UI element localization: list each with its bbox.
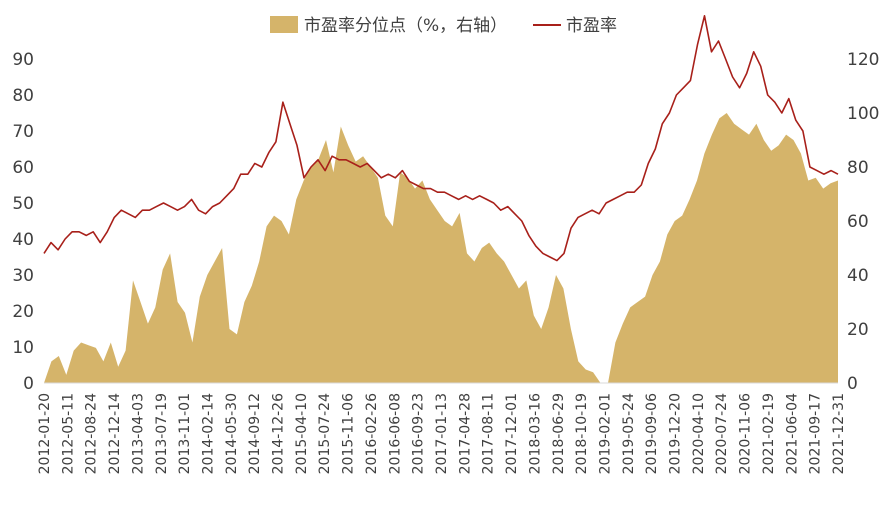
x-tick-label: 2021-09-17 [808,393,824,474]
x-tick-label: 2012-05-11 [60,393,76,474]
y-axis-right: 0 20 40 60 80 100 120 [847,50,879,394]
legend-area-swatch [270,16,298,33]
x-tick-label: 2014-12-26 [271,393,287,474]
y-left-tick-label: 0 [23,374,34,394]
y-left-tick-label: 40 [12,230,34,250]
y-right-tick-label: 40 [847,266,869,286]
x-tick-label: 2016-09-23 [411,393,427,474]
x-tick-label: 2015-04-10 [294,393,310,474]
x-tick-label: 2013-11-01 [177,393,193,474]
x-tick-label: 2017-04-28 [457,393,473,474]
y-axis-left: 0 10 20 30 40 50 60 70 80 90 [12,50,34,394]
pe-ratio-line [43,15,839,262]
x-axis: 2012-01-20 2012-05-11 2012-08-24 2012-12-14… [37,393,847,474]
y-right-tick-label: 0 [847,374,858,394]
y-right-tick-label: 60 [847,212,869,232]
legend-line-label: 市盈率 [566,16,617,36]
x-tick-label: 2019-02-01 [598,393,614,474]
x-tick-label: 2013-04-03 [130,393,146,474]
x-tick-label: 2020-11-06 [738,393,754,474]
x-tick-label: 2014-02-14 [201,393,217,474]
x-tick-label: 2019-05-24 [621,393,637,474]
x-tick-label: 2012-01-20 [37,393,53,474]
y-left-tick-label: 10 [12,338,34,358]
x-tick-label: 2012-08-24 [84,393,100,474]
y-left-tick-label: 70 [12,122,34,142]
x-tick-label: 2013-07-19 [154,393,170,474]
x-tick-label: 2020-07-24 [714,393,730,474]
x-tick-label: 2014-09-12 [247,393,263,474]
x-tick-label: 2021-12-31 [831,393,847,474]
x-tick-label: 2018-03-16 [527,393,543,474]
x-tick-label: 2018-06-29 [551,393,567,474]
y-left-tick-label: 90 [12,50,34,70]
y-left-tick-label: 20 [12,302,34,322]
pe-percentile-area [44,113,838,383]
x-tick-label: 2021-02-19 [761,393,777,474]
x-tick-label: 2016-02-26 [364,393,380,474]
x-tick-label: 2017-08-11 [481,393,497,474]
legend-area-label: 市盈率分位点（%，右轴） [304,16,507,36]
x-tick-label: 2018-10-19 [574,393,590,474]
y-right-tick-label: 80 [847,158,869,178]
x-tick-label: 2021-06-04 [784,393,800,474]
x-tick-label: 2014-05-30 [224,393,240,474]
y-left-tick-label: 60 [12,158,34,178]
x-tick-label: 2020-04-10 [691,393,707,474]
y-right-tick-label: 20 [847,320,869,340]
y-left-tick-label: 50 [12,194,34,214]
x-tick-label: 2015-11-06 [341,393,357,474]
x-tick-label: 2017-01-13 [434,393,450,474]
y-left-tick-label: 80 [12,86,34,106]
y-right-tick-label: 100 [847,104,879,124]
x-tick-label: 2016-06-08 [387,393,403,474]
x-tick-label: 2017-12-01 [504,393,520,474]
legend: 市盈率分位点（%，右轴） 市盈率 [270,16,617,36]
y-left-tick-label: 30 [12,266,34,286]
plot-area [43,15,839,384]
x-tick-label: 2015-07-24 [317,393,333,474]
x-tick-label: 2019-12-20 [668,393,684,474]
x-tick-label: 2019-09-06 [644,393,660,474]
x-tick-label: 2012-12-14 [107,393,123,474]
y-right-tick-label: 120 [847,50,879,70]
